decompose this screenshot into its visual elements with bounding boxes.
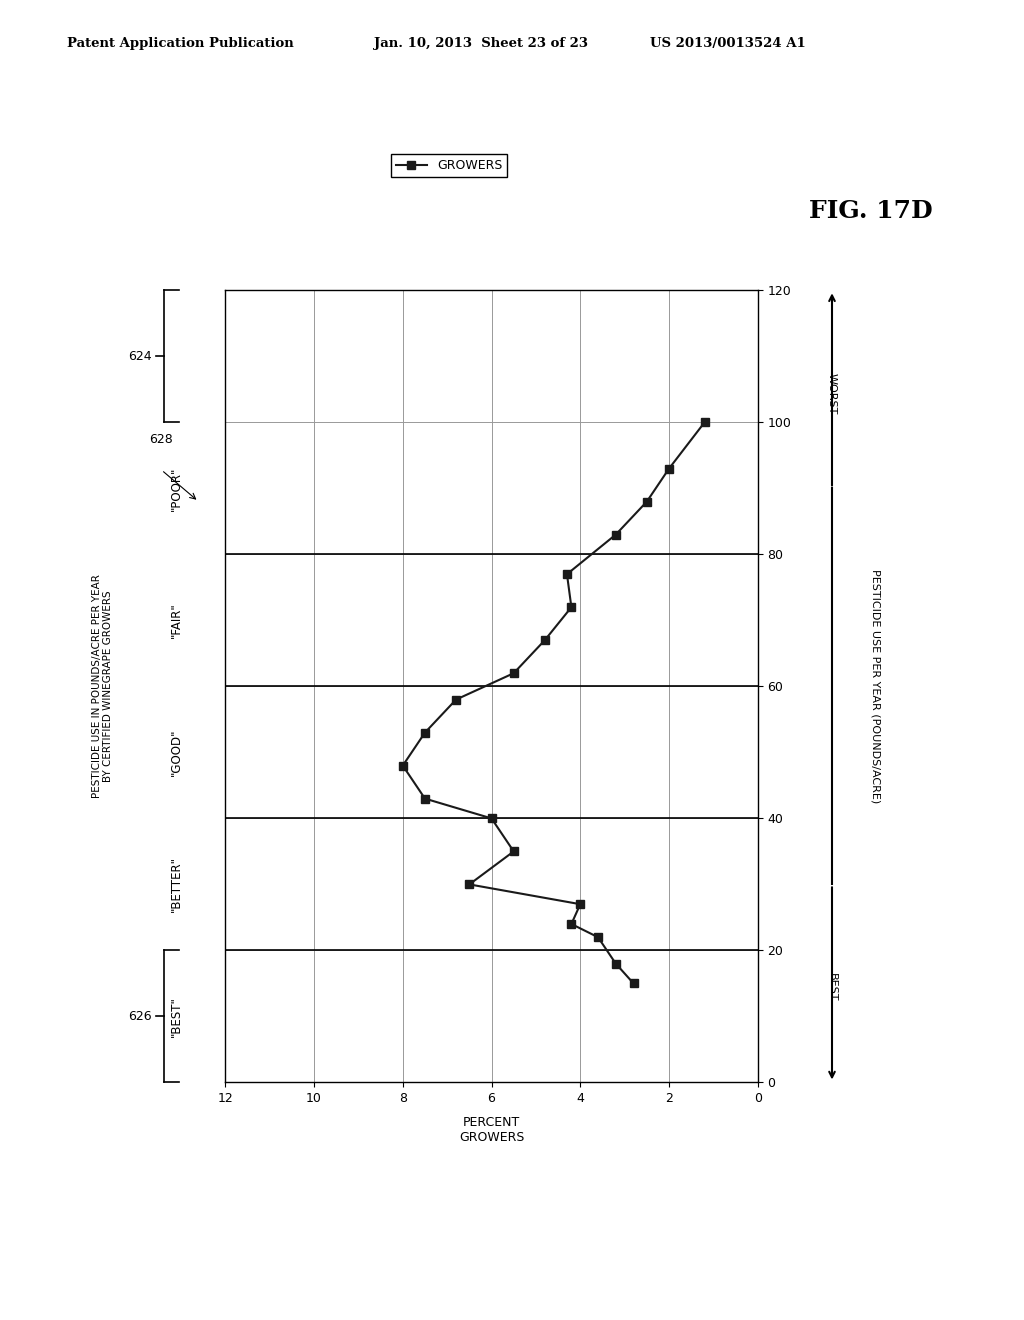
Text: "BETTER": "BETTER" bbox=[170, 857, 182, 912]
Text: "BEST": "BEST" bbox=[170, 997, 182, 1036]
Text: "POOR": "POOR" bbox=[170, 466, 182, 511]
Text: "GOOD": "GOOD" bbox=[170, 729, 182, 776]
Text: 628: 628 bbox=[150, 433, 173, 446]
Text: 626: 626 bbox=[128, 1010, 152, 1023]
Text: WORST: WORST bbox=[826, 372, 837, 414]
Legend: GROWERS: GROWERS bbox=[390, 154, 507, 177]
X-axis label: PERCENT
GROWERS: PERCENT GROWERS bbox=[459, 1117, 524, 1144]
Text: Patent Application Publication: Patent Application Publication bbox=[67, 37, 293, 50]
Text: PESTICIDE USE IN POUNDS/ACRE PER YEAR
BY CERTIFIED WINEGRAPE GROWERS: PESTICIDE USE IN POUNDS/ACRE PER YEAR BY… bbox=[91, 574, 114, 799]
Text: PESTICIDE USE PER YEAR (POUNDS/ACRE): PESTICIDE USE PER YEAR (POUNDS/ACRE) bbox=[870, 569, 881, 804]
Text: US 2013/0013524 A1: US 2013/0013524 A1 bbox=[650, 37, 806, 50]
Text: FIG. 17D: FIG. 17D bbox=[809, 199, 932, 223]
Text: "FAIR": "FAIR" bbox=[170, 602, 182, 639]
Text: 624: 624 bbox=[128, 350, 152, 363]
Text: Jan. 10, 2013  Sheet 23 of 23: Jan. 10, 2013 Sheet 23 of 23 bbox=[374, 37, 588, 50]
Text: BEST: BEST bbox=[826, 973, 837, 1002]
